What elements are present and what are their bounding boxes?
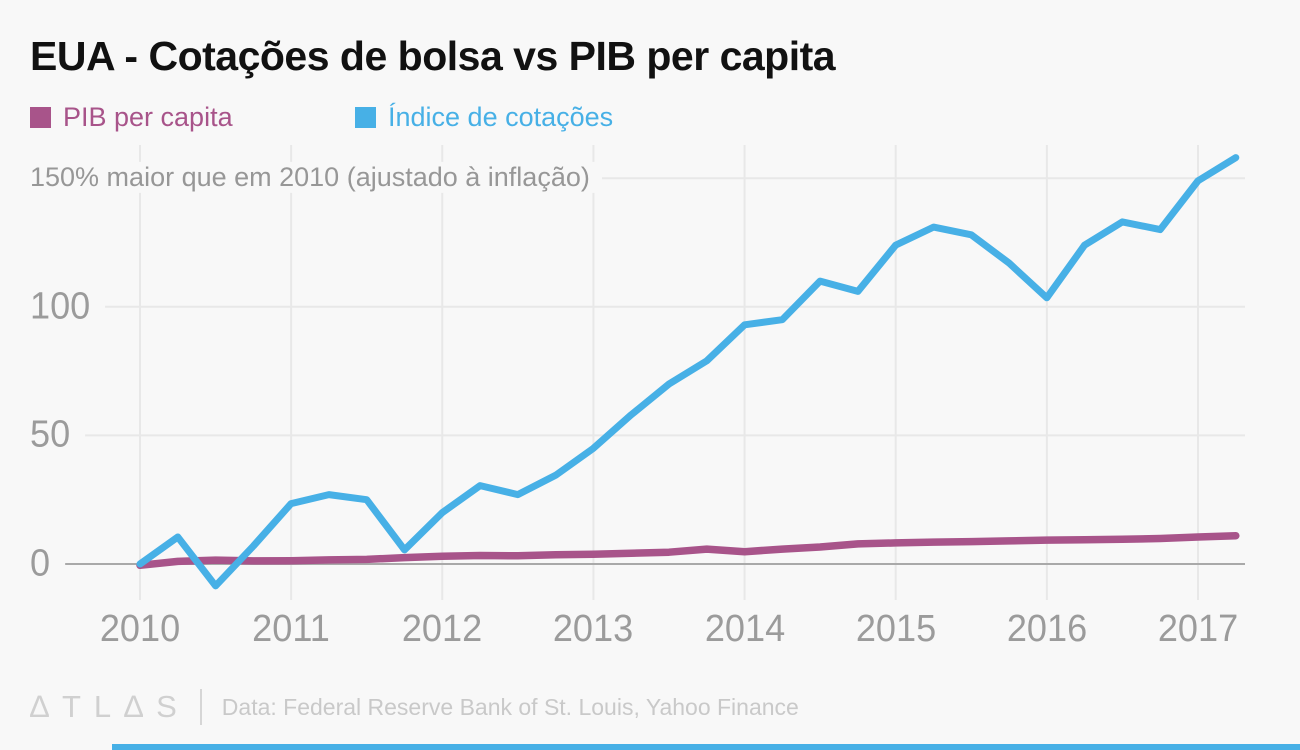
- legend-item-indice: Índice de cotações: [355, 102, 613, 133]
- footer: ∆TL∆S Data: Federal Reserve Bank of St. …: [30, 688, 799, 726]
- legend-swatch-pib-icon: [30, 107, 51, 128]
- legend-swatch-indice-icon: [355, 107, 376, 128]
- legend-label-pib: PIB per capita: [63, 102, 233, 132]
- x-tick-label: 2012: [402, 608, 483, 650]
- y-tick-label: 50: [30, 413, 86, 457]
- y-tick-label: 100: [30, 285, 106, 329]
- x-tick-label: 2017: [1157, 608, 1239, 650]
- x-tick-label: 2016: [1006, 608, 1087, 650]
- y-axis-top-label: 150% maior que em 2010 (ajustado à infla…: [30, 161, 602, 193]
- x-tick-label: 2015: [855, 608, 936, 650]
- x-tick-label: 2014: [704, 608, 785, 650]
- footer-divider: [199, 689, 202, 725]
- x-tick-label: 2013: [553, 608, 634, 650]
- legend-label-indice: Índice de cotações: [388, 102, 614, 132]
- x-tick-label: 2010: [99, 608, 181, 650]
- atlas-logo: ∆TL∆S: [30, 689, 190, 724]
- page-title: EUA - Cotações de bolsa vs PIB per capit…: [30, 33, 836, 79]
- bottom-accent-bar: [112, 744, 1300, 750]
- series-line-pib: [136, 531, 1240, 570]
- data-source: Data: Federal Reserve Bank of St. Louis,…: [221, 693, 799, 720]
- series-line-indice: [136, 154, 1240, 590]
- y-tick-label: 0: [30, 542, 66, 586]
- x-tick-label: 2011: [252, 608, 330, 650]
- legend-item-pib: PIB per capita: [30, 102, 233, 133]
